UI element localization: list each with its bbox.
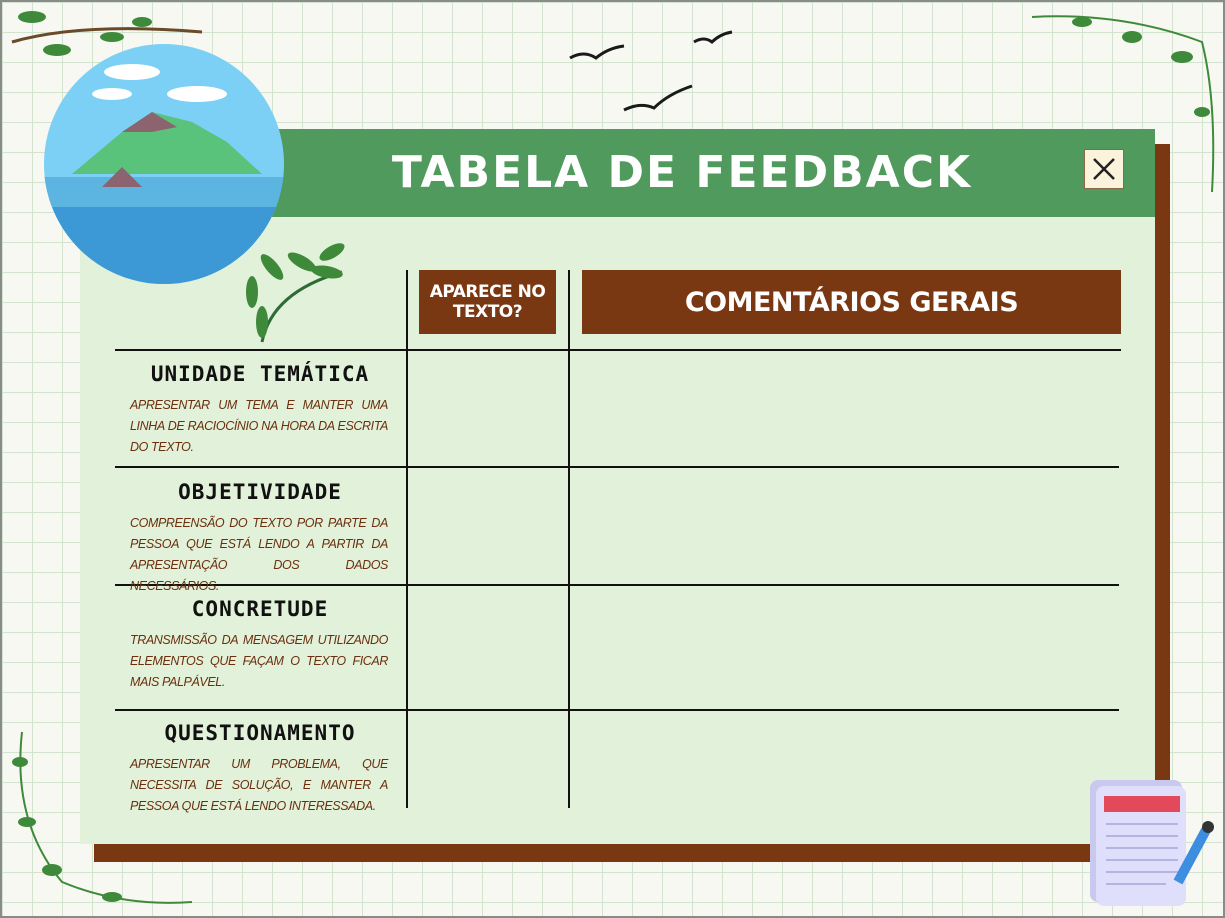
row-divider [115, 584, 1119, 586]
row-divider [115, 349, 1121, 351]
row-title: QUESTIONAMENTO [164, 721, 356, 745]
row-description: APRESENTAR UM PROBLEMA, QUE NECESSITA DE… [130, 757, 388, 813]
row-description: COMPREENSÃO DO TEXTO POR PARTE DA PESSOA… [130, 516, 388, 593]
column-header: COMENTÁRIOS GERAIS [582, 270, 1121, 334]
title: TABELA DE FEEDBACK [391, 147, 973, 198]
header-bar [272, 129, 1155, 217]
column-divider [406, 270, 408, 808]
island-illustration [44, 44, 284, 284]
panel [80, 129, 1155, 844]
close-icon [1093, 158, 1115, 180]
vines [11, 11, 1215, 904]
row-description: APRESENTAR UM TEMA E MANTER UMA LINHA DE… [130, 398, 388, 454]
row-description: TRANSMISSÃO DA MENSAGEM UTILIZANDO ELEME… [130, 633, 388, 689]
row-title: UNIDADE TEMÁTICA [150, 362, 370, 386]
close-button[interactable] [1084, 149, 1124, 189]
birds [569, 30, 733, 112]
row-title: OBJETIVIDADE [178, 480, 342, 504]
row-title: CONCRETUDE [191, 597, 329, 621]
column-divider [568, 270, 570, 808]
notebook-icon [1090, 780, 1214, 906]
row-divider [115, 466, 1119, 468]
row-divider [115, 709, 1119, 711]
column-header: APARECE NO TEXTO? [419, 270, 556, 334]
